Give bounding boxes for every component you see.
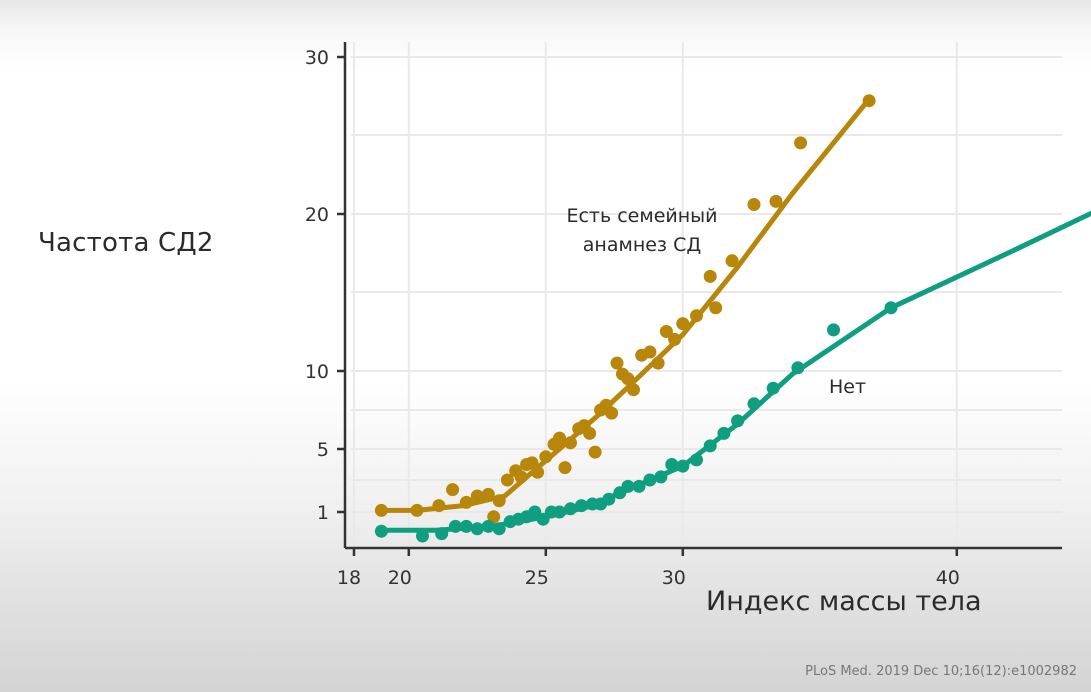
- data-point: [676, 317, 690, 331]
- data-point: [374, 524, 388, 538]
- data-point: [769, 194, 783, 208]
- data-point: [459, 495, 473, 509]
- data-point: [632, 479, 646, 493]
- data-point: [725, 254, 739, 268]
- data-point: [690, 453, 703, 467]
- gridlines: [351, 42, 1062, 544]
- data-point: [862, 94, 876, 108]
- data-point: [747, 397, 761, 411]
- data-point: [448, 519, 462, 533]
- data-point: [574, 499, 588, 513]
- data-point: [525, 456, 539, 470]
- data-point: [794, 136, 808, 150]
- data-point: [481, 487, 495, 501]
- data-point: [500, 473, 514, 487]
- axes: 1 5 10 20 30 18 20 25 30 40: [305, 42, 1062, 589]
- data-point: [416, 529, 429, 543]
- data-point: [410, 503, 424, 517]
- data-point: [709, 301, 723, 315]
- data-point: [459, 519, 473, 533]
- data-point: [668, 332, 682, 346]
- data-point: [470, 489, 484, 503]
- data-point: [481, 519, 495, 533]
- data-point: [747, 198, 761, 211]
- data-point: [676, 459, 690, 473]
- data-point: [553, 431, 566, 445]
- data-point: [374, 503, 388, 517]
- y-tick-label: 20: [305, 204, 329, 226]
- x-tick-label: 25: [525, 567, 549, 589]
- fit-lines: [378, 96, 1091, 533]
- y-tick-label: 30: [305, 47, 329, 69]
- data-point: [583, 426, 597, 440]
- data-point: [766, 381, 780, 395]
- x-axis-label: Индекс массы тела: [706, 586, 982, 617]
- data-point: [884, 301, 898, 315]
- data-point: [470, 522, 484, 536]
- data-point: [558, 461, 572, 475]
- data-point: [531, 465, 545, 479]
- data-point: [731, 414, 745, 428]
- annotation-family-history: Есть семейный анамнез СД: [566, 205, 718, 256]
- x-tick-label: 30: [662, 567, 686, 589]
- data-point: [791, 361, 805, 375]
- data-point: [703, 269, 717, 283]
- data-point: [665, 458, 679, 471]
- data-point: [651, 356, 665, 370]
- y-axis-label: Частота СД2: [38, 228, 214, 258]
- data-point: [446, 483, 460, 497]
- data-point: [627, 383, 640, 397]
- data-point: [588, 445, 602, 459]
- y-tick-label: 5: [317, 439, 329, 461]
- data-point: [659, 325, 673, 338]
- citation: PLoS Med. 2019 Dec 10;16(12):e1002982: [805, 664, 1077, 679]
- data-point: [553, 505, 566, 519]
- data-point: [690, 309, 703, 323]
- x-tick-label: 40: [936, 567, 960, 589]
- data-point: [435, 527, 449, 541]
- data-point: [487, 510, 501, 524]
- data-point: [539, 450, 553, 464]
- data-points: [374, 94, 898, 543]
- x-tick-label: 20: [388, 567, 412, 589]
- data-point: [602, 492, 616, 506]
- data-point: [564, 436, 577, 450]
- data-point: [621, 479, 635, 493]
- y-tick-label: 10: [305, 361, 329, 383]
- y-tick-label: 1: [317, 502, 329, 524]
- annotation-none: Нет: [829, 376, 867, 398]
- data-point: [654, 470, 668, 484]
- data-point: [492, 494, 506, 508]
- data-point: [432, 499, 446, 513]
- data-point: [610, 356, 624, 370]
- data-point: [564, 502, 577, 516]
- data-point: [621, 372, 635, 386]
- data-point: [703, 439, 717, 453]
- data-point: [717, 426, 731, 440]
- data-point: [643, 345, 657, 359]
- data-point: [492, 522, 506, 536]
- data-point: [605, 406, 619, 420]
- x-tick-label: 18: [337, 567, 361, 589]
- data-point: [643, 473, 657, 487]
- data-point: [827, 323, 840, 337]
- data-point: [514, 470, 528, 484]
